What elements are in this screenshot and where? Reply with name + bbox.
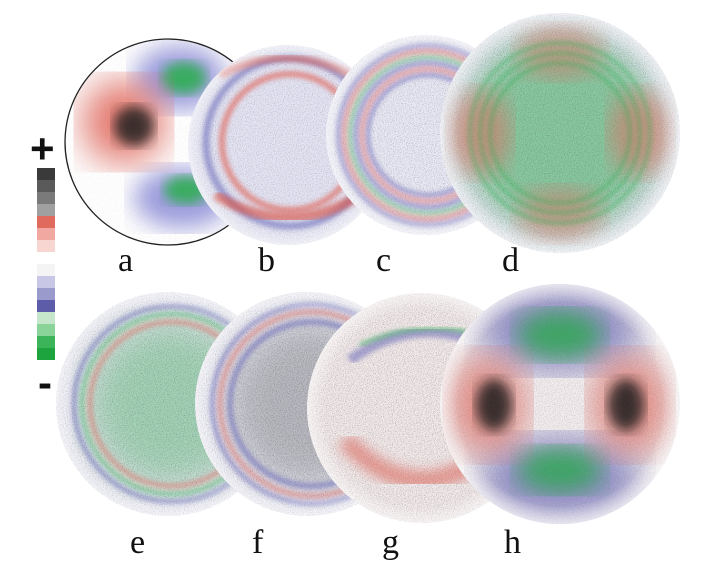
colorbar-swatch [37, 348, 55, 360]
panel-label-f: f [252, 524, 264, 561]
colorbar-swatch [37, 180, 55, 192]
panel-label-d: d [502, 242, 519, 279]
panel-label-c: c [376, 242, 392, 279]
colorbar-swatch [37, 324, 55, 336]
colorbar-swatch [37, 192, 55, 204]
colorbar-swatch [37, 300, 55, 312]
panel-label-b: b [258, 242, 275, 279]
panel-label-e: e [130, 524, 146, 561]
panel-d-pattern [440, 13, 680, 253]
colorbar-swatch [37, 288, 55, 300]
colorbar-swatch [37, 312, 55, 324]
colorbar-swatch [37, 204, 55, 216]
colorbar-swatch [37, 216, 55, 228]
colorbar-swatch [37, 240, 55, 252]
colorbar [37, 168, 55, 360]
colorbar-plus-label: + [30, 125, 55, 172]
colorbar-swatch [37, 276, 55, 288]
colorbar-minus-label: - [38, 359, 52, 406]
panel-label-h: h [504, 524, 521, 561]
panel-label-g: g [382, 524, 399, 561]
panel-h-pattern [440, 284, 680, 524]
colorbar-swatch [37, 252, 55, 264]
colorbar-swatch [37, 228, 55, 240]
panel-label-a: a [118, 242, 134, 279]
colorbar-swatch [37, 168, 55, 180]
colorbar-swatch [37, 336, 55, 348]
colorbar-swatch [37, 264, 55, 276]
